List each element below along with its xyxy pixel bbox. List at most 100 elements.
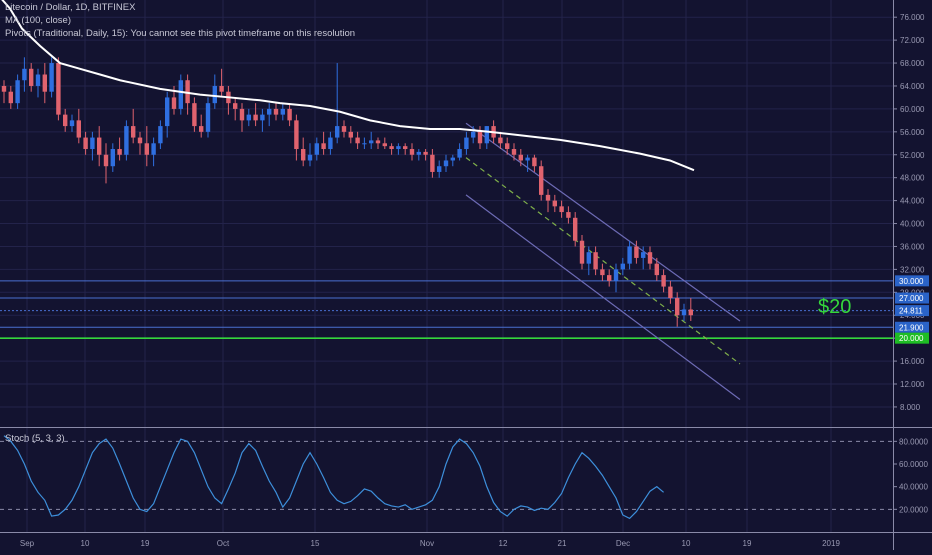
candle bbox=[205, 97, 211, 138]
candle-body bbox=[294, 120, 299, 150]
candle bbox=[42, 63, 47, 104]
candle-body bbox=[620, 263, 625, 270]
ma-legend[interactable]: MA (100, close) bbox=[5, 15, 71, 26]
candle bbox=[586, 246, 591, 276]
candle-body bbox=[457, 149, 462, 158]
candle-body bbox=[477, 131, 483, 144]
candle-body bbox=[185, 80, 190, 104]
candle bbox=[647, 246, 653, 270]
price-tick-label: 68.000 bbox=[900, 59, 925, 68]
candle bbox=[76, 108, 81, 144]
candle bbox=[239, 103, 245, 132]
candle-body bbox=[464, 137, 469, 150]
candle bbox=[35, 68, 41, 98]
time-tick-label: 10 bbox=[81, 539, 90, 548]
candle-body bbox=[63, 114, 68, 127]
candle bbox=[131, 108, 136, 144]
time-tick-label: 2019 bbox=[822, 539, 840, 548]
candle bbox=[307, 143, 313, 167]
candle bbox=[103, 143, 109, 184]
candle bbox=[110, 143, 115, 172]
candle bbox=[49, 57, 54, 98]
candle-body bbox=[607, 275, 612, 281]
candle-body bbox=[192, 103, 197, 127]
candle bbox=[593, 246, 598, 276]
candle-body bbox=[110, 149, 115, 167]
candle bbox=[634, 240, 639, 264]
candle-body bbox=[375, 140, 381, 144]
candle-body bbox=[634, 246, 639, 258]
candle bbox=[437, 160, 442, 178]
candle-body bbox=[212, 85, 217, 104]
candle-body bbox=[518, 154, 523, 161]
candle-body bbox=[382, 143, 387, 147]
candle-body bbox=[668, 286, 673, 299]
candle bbox=[144, 126, 149, 167]
candle-body bbox=[552, 200, 557, 207]
candle-body bbox=[280, 108, 285, 115]
candle-body bbox=[498, 137, 503, 144]
candle-body bbox=[151, 143, 156, 155]
candle bbox=[158, 120, 163, 150]
candle bbox=[56, 57, 61, 121]
candle bbox=[532, 154, 537, 172]
symbol-legend[interactable]: Litecoin / Dollar, 1D, BITFINEX bbox=[5, 2, 136, 13]
candle-body bbox=[430, 154, 435, 172]
candle bbox=[613, 263, 619, 293]
stoch-tick-label: 80.0000 bbox=[899, 437, 928, 446]
candle bbox=[273, 103, 279, 121]
candle-body bbox=[69, 120, 75, 127]
candle-body bbox=[573, 217, 578, 241]
candle bbox=[668, 280, 673, 304]
candle-body bbox=[246, 114, 251, 121]
candle-body bbox=[355, 137, 360, 144]
candle-body bbox=[97, 137, 102, 155]
price-tick-label: 64.000 bbox=[900, 82, 925, 91]
candle-body bbox=[579, 240, 585, 264]
ma100-line bbox=[1, 0, 695, 172]
candle bbox=[117, 137, 122, 161]
time-tick-label: 15 bbox=[311, 539, 320, 548]
candle-body bbox=[253, 114, 258, 121]
candle-body bbox=[681, 309, 687, 316]
candle-body bbox=[178, 80, 183, 109]
price-tag-label: 27.000 bbox=[899, 294, 924, 303]
price-tag bbox=[895, 275, 929, 287]
candle bbox=[443, 154, 449, 172]
stoch-tick-label: 60.0000 bbox=[899, 460, 928, 469]
candle-body bbox=[137, 137, 143, 144]
candle-body bbox=[403, 146, 408, 150]
pivots-legend[interactable]: Pivots (Traditional, Daily, 15): You can… bbox=[5, 28, 356, 39]
horizontal-levels bbox=[0, 280, 893, 339]
candle-body bbox=[559, 206, 564, 213]
candle-body bbox=[219, 85, 224, 92]
price-tag bbox=[895, 321, 929, 333]
candle-body bbox=[675, 298, 680, 316]
candle bbox=[219, 68, 224, 98]
candle-body bbox=[233, 103, 238, 109]
time-tick-label: 10 bbox=[682, 539, 691, 548]
candle bbox=[396, 143, 401, 155]
candle-body bbox=[42, 74, 47, 92]
grid-lines bbox=[0, 0, 893, 532]
candle-body bbox=[15, 80, 20, 104]
channel-upper-line bbox=[465, 122, 741, 322]
candle bbox=[137, 131, 143, 155]
candle-body bbox=[76, 120, 81, 138]
candle bbox=[430, 149, 435, 178]
stoch-legend[interactable]: Stoch (5, 3, 3) bbox=[5, 433, 65, 444]
candle-body bbox=[423, 151, 428, 155]
candle bbox=[8, 85, 13, 109]
price-tick-label: 72.000 bbox=[900, 36, 925, 45]
candle-body bbox=[267, 108, 272, 115]
candle bbox=[151, 137, 156, 167]
price-tick-label: 36.000 bbox=[900, 242, 925, 251]
candle-body bbox=[539, 166, 544, 195]
candle-body bbox=[103, 154, 109, 167]
candle-body bbox=[1, 85, 7, 92]
candle bbox=[505, 137, 510, 155]
price-tick-label: 48.000 bbox=[900, 174, 925, 183]
time-tick-label: 19 bbox=[141, 539, 150, 548]
price-tick-label: 8.000 bbox=[900, 403, 921, 412]
